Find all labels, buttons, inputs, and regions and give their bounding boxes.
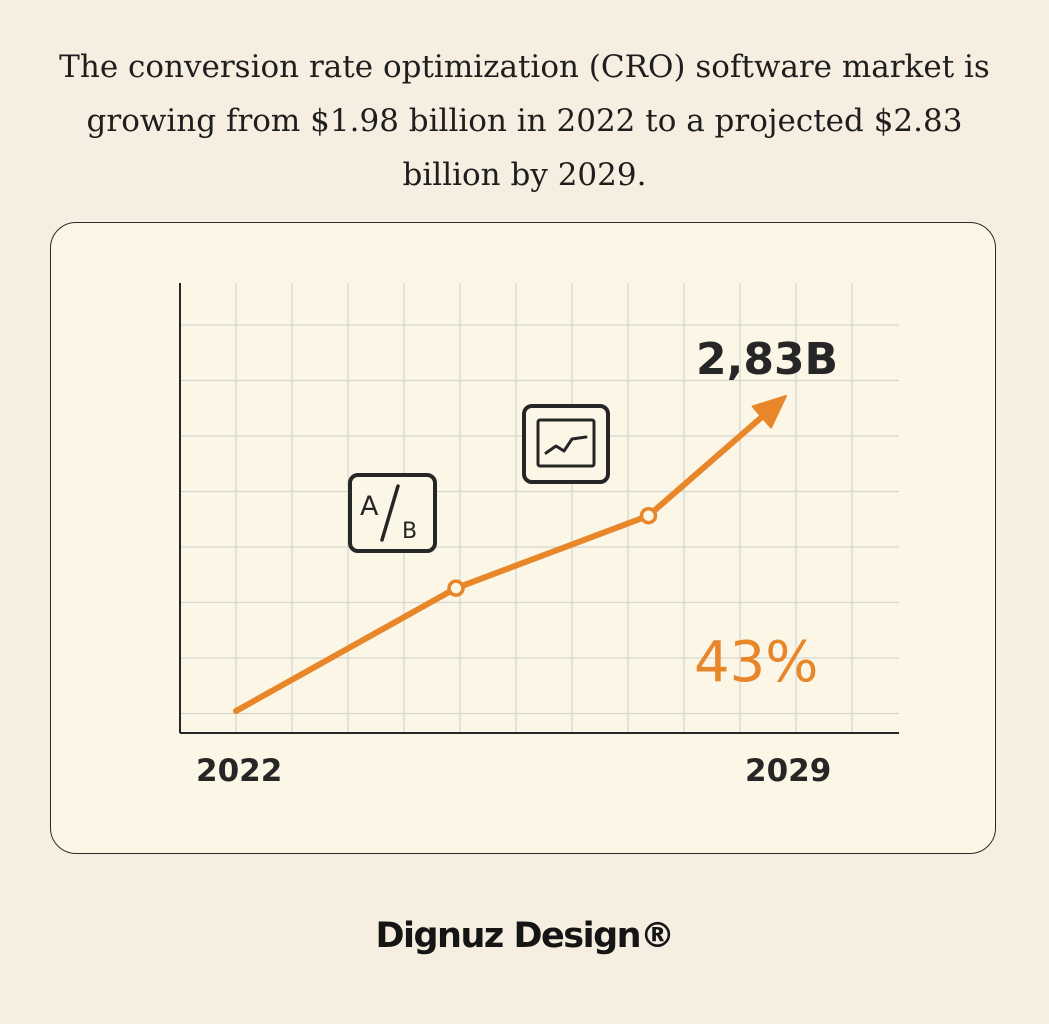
ab-icon-letter-a: A — [360, 491, 379, 522]
x-tick-label-start: 2022 — [196, 753, 282, 789]
growth-arrowhead — [751, 395, 787, 429]
analytics-chart-icon — [522, 404, 610, 484]
ab-icon-letter-b: B — [402, 519, 417, 544]
data-point — [639, 506, 658, 525]
brand-logo: Dignuz Design® — [375, 916, 675, 956]
headline: The conversion rate optimization (CRO) s… — [59, 49, 990, 193]
ab-icon-slash — [380, 484, 400, 542]
growth-line — [233, 404, 776, 714]
growth-series — [233, 395, 787, 714]
end-value-label: 2,83B — [696, 334, 838, 385]
x-tick-label-end: 2029 — [745, 753, 831, 789]
growth-percent-label: 43% — [694, 630, 818, 695]
data-point — [447, 579, 465, 597]
chart-card — [50, 222, 996, 854]
ab-test-icon: A B — [348, 473, 437, 553]
chart-grid — [180, 283, 899, 733]
